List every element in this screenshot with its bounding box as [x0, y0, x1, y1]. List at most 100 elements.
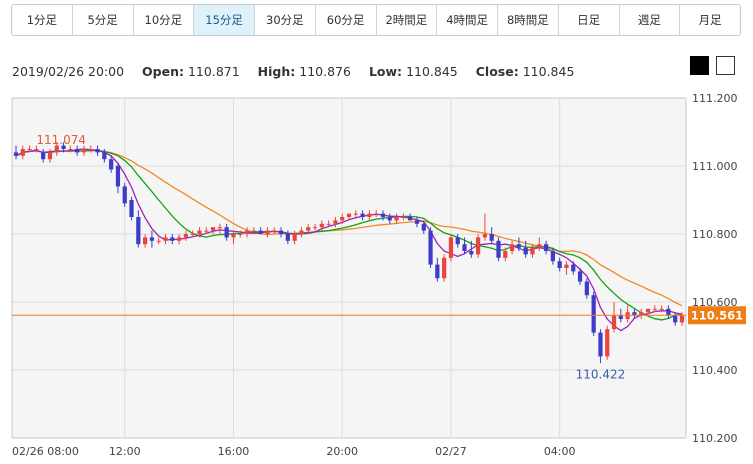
candle-body	[326, 223, 331, 225]
x-tick-label: 02/26 08:00	[12, 445, 79, 458]
candle-body	[428, 230, 433, 265]
timeframe-tab[interactable]: 4時間足	[437, 5, 498, 35]
timeframe-tab[interactable]: 60分足	[315, 5, 377, 35]
timeframe-tab[interactable]: 8時間足	[498, 5, 559, 35]
candle-body	[679, 315, 685, 323]
candle-body	[149, 237, 155, 241]
candle-body	[652, 308, 657, 310]
y-tick-label: 110.600	[692, 296, 738, 309]
candle-body	[217, 227, 222, 229]
candle-body	[564, 264, 569, 268]
candle-body	[421, 223, 426, 231]
candle-body	[367, 213, 372, 217]
candle-body	[81, 149, 87, 153]
candle-body	[496, 240, 501, 258]
candle-body	[129, 200, 134, 217]
candle-body	[523, 247, 528, 255]
candle-body	[577, 271, 583, 282]
x-tick-label: 12:00	[109, 445, 141, 458]
ohlc-readout: 2019/02/26 20:00 Open: 110.871 High: 110.8…	[12, 64, 574, 79]
candle-body	[306, 227, 311, 231]
candle-body	[156, 240, 161, 242]
candle-body	[639, 312, 644, 316]
candle-body	[251, 230, 256, 232]
candle-body	[109, 159, 114, 170]
light-theme-button[interactable]	[716, 56, 735, 75]
x-tick-label: 02/27	[435, 445, 467, 458]
timeframe-tab[interactable]: 週足	[619, 5, 681, 35]
y-tick-label: 111.000	[692, 160, 738, 173]
candle-body	[387, 217, 392, 221]
low-label: Low:	[368, 64, 403, 79]
candle-body	[13, 152, 19, 156]
candle-body	[666, 308, 671, 316]
timeframe-tab[interactable]: 30分足	[255, 5, 316, 35]
candle-body	[258, 230, 263, 234]
candle-body	[462, 244, 467, 251]
candle-body	[299, 230, 304, 234]
high-label: High:	[257, 64, 296, 79]
candle-body	[448, 237, 454, 258]
candle-body	[183, 234, 189, 238]
candle-body	[476, 237, 481, 255]
candle-body	[54, 145, 59, 153]
candle-body	[550, 251, 555, 262]
y-tick-label: 110.800	[692, 228, 738, 241]
candle-body	[584, 281, 589, 296]
open-value: 110.871	[187, 64, 240, 79]
y-tick-label: 110.400	[692, 364, 738, 377]
candle-body	[285, 234, 290, 241]
candle-body	[20, 149, 25, 156]
candle-body	[537, 244, 542, 248]
candle-body	[442, 257, 447, 279]
timeframe-tabs: 1分足 5分足 10分足 15分足 30分足 60分足 2時間足 4時間足 8時間足 日足 週足 月足	[11, 4, 741, 36]
candle-body	[95, 149, 100, 153]
candle-body	[163, 237, 168, 241]
candle-body	[210, 227, 216, 231]
candle-body	[414, 220, 420, 224]
candle-body	[278, 230, 284, 234]
candle-body	[143, 237, 148, 245]
candle-body	[394, 217, 399, 221]
candle-body	[333, 220, 338, 224]
candle-body	[509, 244, 515, 251]
candle-body	[88, 149, 93, 150]
moving-average-line	[15, 149, 683, 321]
candle-body	[591, 295, 596, 333]
candle-body	[571, 264, 576, 272]
candle-body	[530, 247, 535, 255]
candle-body	[41, 152, 46, 160]
candle-body	[136, 217, 141, 245]
ohlc-datetime: 2019/02/26 20:00	[12, 64, 125, 79]
candle-body	[632, 312, 637, 316]
candle-body	[503, 251, 508, 258]
x-tick-label: 04:00	[544, 445, 576, 458]
candle-body	[244, 230, 250, 234]
candle-body	[204, 230, 209, 232]
candle-body	[27, 149, 32, 150]
candle-body	[190, 234, 195, 235]
timeframe-tab[interactable]: 月足	[680, 5, 740, 35]
dark-theme-button[interactable]	[690, 56, 709, 75]
candle-body	[469, 251, 474, 255]
plot-area	[11, 97, 687, 439]
timeframe-tab[interactable]: 1分足	[12, 5, 73, 35]
candle-body	[319, 223, 324, 228]
candle-body	[408, 217, 413, 221]
timeframe-tab[interactable]: 日足	[558, 5, 620, 35]
candle-body	[605, 329, 610, 357]
timeframe-tab[interactable]: 5分足	[72, 5, 134, 35]
candle-body	[34, 149, 39, 150]
candle-body	[265, 230, 270, 234]
timeframe-tab[interactable]: 10分足	[133, 5, 195, 35]
timeframe-tab[interactable]: 15分足	[194, 5, 255, 35]
candle-body	[176, 237, 182, 241]
current-price-tag	[688, 306, 746, 325]
moving-average-line	[15, 150, 683, 307]
candle-body	[68, 149, 73, 150]
candle-body	[557, 261, 562, 268]
candle-body	[374, 213, 379, 215]
candle-body	[61, 145, 66, 149]
timeframe-tab[interactable]: 2時間足	[376, 5, 438, 35]
